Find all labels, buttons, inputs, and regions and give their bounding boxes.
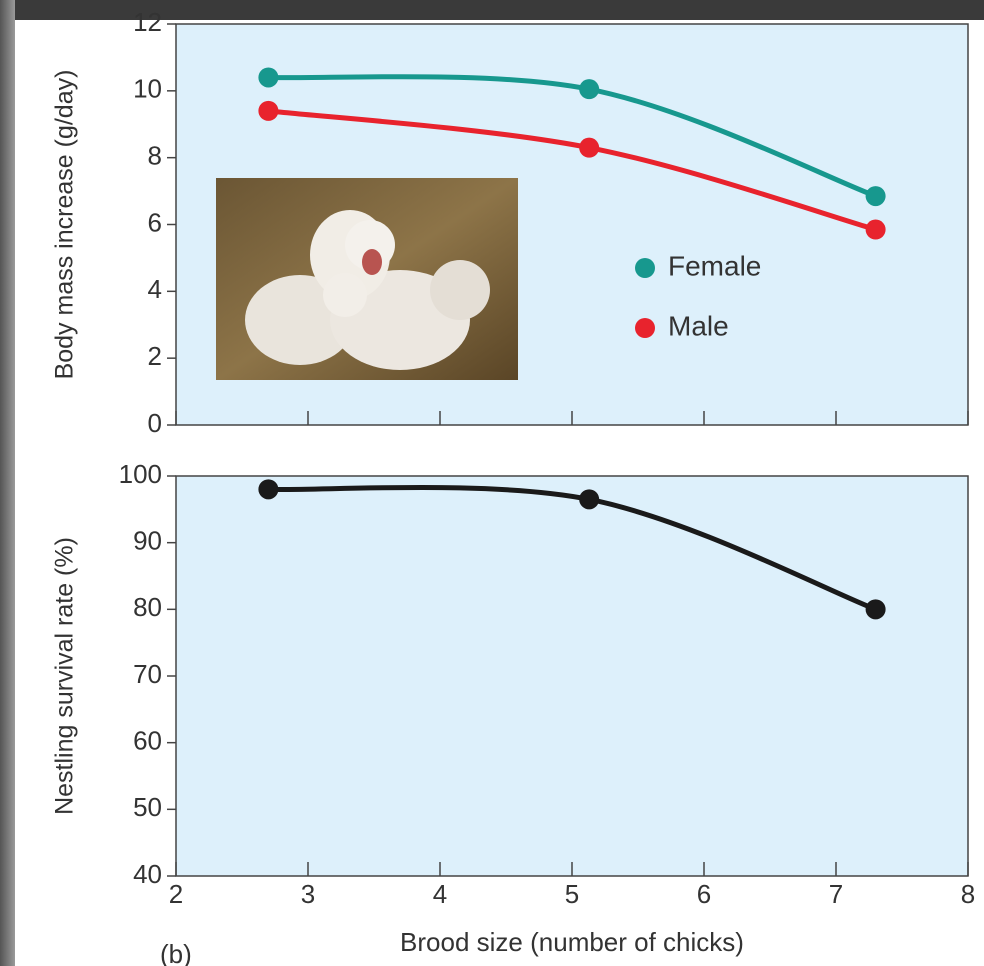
marker <box>866 186 886 206</box>
x-tick-label: 5 <box>565 879 579 909</box>
y-tick-label: 0 <box>148 408 162 438</box>
y-tick-label: 2 <box>148 341 162 371</box>
x-axis-label: Brood size (number of chicks) <box>400 927 744 957</box>
y-tick-label: 90 <box>133 526 162 556</box>
marker <box>579 79 599 99</box>
y-axis-label: Body mass increase (g/day) <box>51 70 79 380</box>
marker <box>258 101 278 121</box>
y-tick-label: 40 <box>133 859 162 889</box>
y-tick-label: 10 <box>133 74 162 104</box>
marker <box>866 599 886 619</box>
photo <box>216 178 518 380</box>
marker <box>258 67 278 87</box>
page: (b) 0 2 4 6 8 10 12 Body mass increase (g/day) F… <box>0 0 984 966</box>
y-tick-label: 6 <box>148 207 162 237</box>
y-tick-label: 60 <box>133 726 162 756</box>
y-tick-label: 80 <box>133 592 162 622</box>
y-tick-label: 8 <box>148 141 162 171</box>
x-tick-label: 4 <box>433 879 447 909</box>
x-tick-label: 8 <box>961 879 975 909</box>
marker <box>579 489 599 509</box>
x-tick-label: 2 <box>169 879 183 909</box>
chart: (b) 0 2 4 6 8 10 12 Body mass increase (g/day) F… <box>0 0 984 966</box>
annotation: (b) <box>160 939 192 966</box>
x-tick-label: 7 <box>829 879 843 909</box>
legend-label: Female <box>668 250 761 281</box>
y-axis-label: Nestling survival rate (%) <box>51 537 79 815</box>
y-tick-label: 100 <box>119 459 162 489</box>
y-tick-label: 70 <box>133 659 162 689</box>
legend-marker <box>635 318 655 338</box>
marker <box>258 479 278 499</box>
plot-area-bottom <box>176 476 968 876</box>
y-tick-label: 50 <box>133 792 162 822</box>
x-tick-label: 6 <box>697 879 711 909</box>
marker <box>866 220 886 240</box>
y-tick-label: 12 <box>133 7 162 37</box>
marker <box>579 138 599 158</box>
y-tick-label: 4 <box>148 274 162 304</box>
left-edge <box>0 0 15 966</box>
legend-marker <box>635 258 655 278</box>
x-tick-label: 3 <box>301 879 315 909</box>
legend-label: Male <box>668 310 729 341</box>
